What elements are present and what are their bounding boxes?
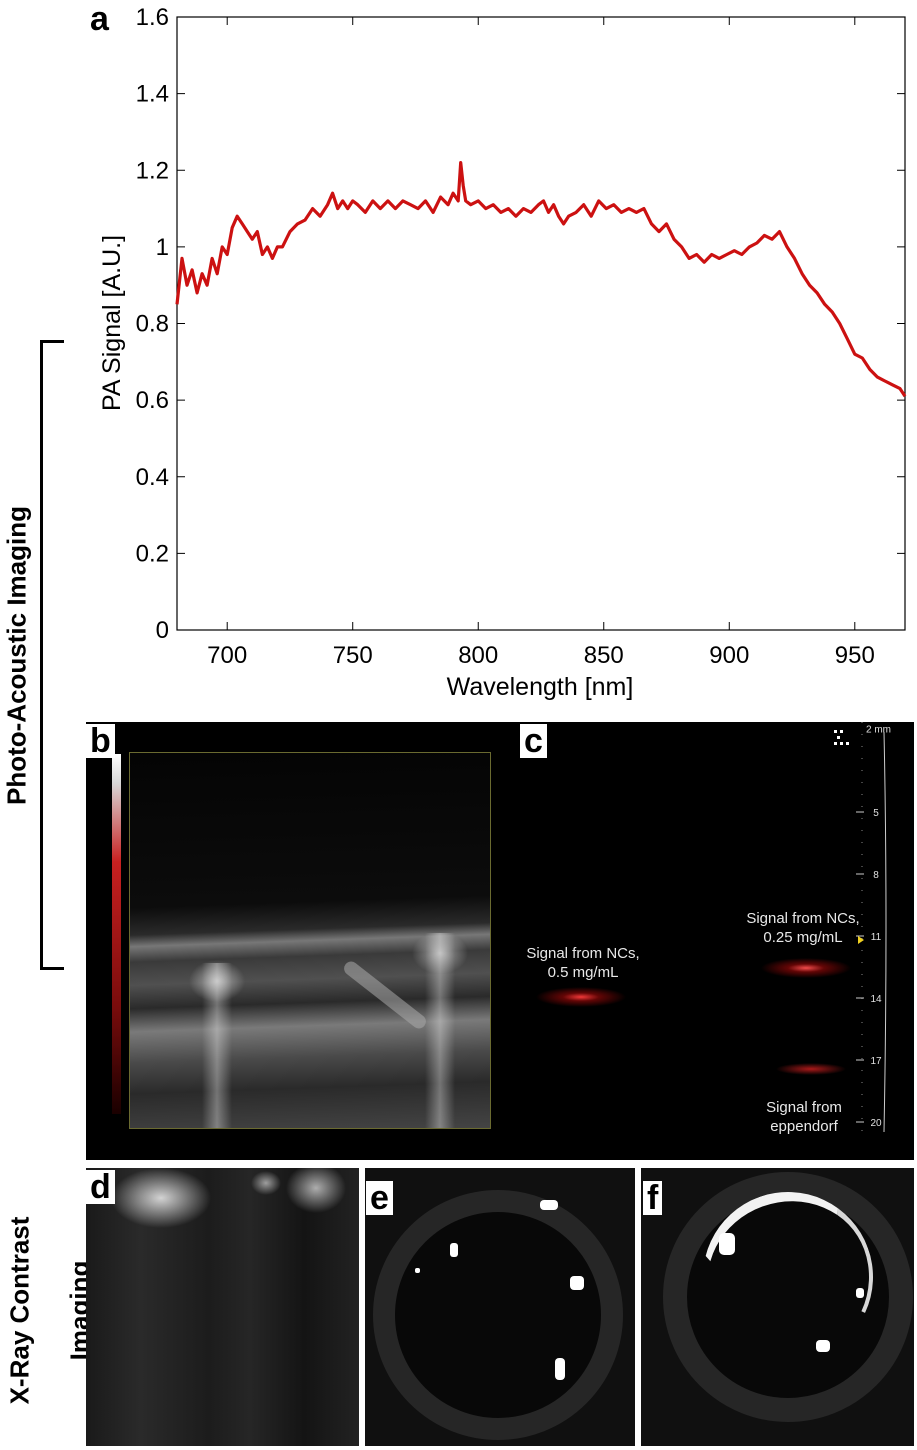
label-eppendorf-line2: eppendorf bbox=[770, 1118, 838, 1135]
y-tick-label: 0.2 bbox=[136, 540, 169, 567]
ct-bright-spot-f1 bbox=[719, 1233, 735, 1255]
label-signal-025-line1: Signal from NCs, bbox=[746, 910, 860, 927]
photoacoustic-bracket bbox=[40, 340, 64, 970]
label-signal-025-line2: 0.25 mg/mL bbox=[763, 929, 843, 946]
panel-label-e: e bbox=[366, 1181, 393, 1215]
label-signal-05-line1: Signal from NCs, bbox=[526, 945, 640, 962]
label-eppendorf: Signal from eppendorf bbox=[744, 1098, 864, 1136]
y-axis-label: PA Signal [A.U.] bbox=[98, 235, 126, 411]
x-tick-label: 950 bbox=[835, 642, 875, 669]
y-tick-label: 1 bbox=[156, 234, 169, 261]
ct-bright-spot-e1 bbox=[540, 1200, 558, 1210]
ct-bright-spot-e2 bbox=[450, 1243, 458, 1257]
y-tick-label: 0.8 bbox=[136, 311, 169, 338]
depth-tick-label: 20 bbox=[870, 1118, 882, 1129]
ct-bright-spot-e4 bbox=[555, 1358, 565, 1380]
panel-label-b: b bbox=[86, 724, 115, 758]
probe-grid-icon bbox=[834, 730, 849, 745]
x-tick-label: 850 bbox=[584, 642, 624, 669]
x-axis-label: Wavelength [nm] bbox=[447, 673, 634, 701]
label-eppendorf-line1: Signal from bbox=[766, 1099, 842, 1116]
label-signal-05: Signal from NCs, 0.5 mg/mL bbox=[508, 944, 658, 982]
chart-plot-area bbox=[176, 16, 906, 631]
xray-section-label-line1: X-Ray Contrast bbox=[4, 1216, 35, 1405]
ultrasound-frame bbox=[129, 752, 491, 1129]
pa-signal-blob-05 bbox=[496, 977, 646, 1017]
y-tick-label: 0.4 bbox=[136, 464, 169, 491]
panel-f-image bbox=[641, 1168, 914, 1446]
depth-unit-label: 2 mm bbox=[866, 724, 891, 735]
panel-label-f: f bbox=[643, 1181, 663, 1215]
x-tick-label: 700 bbox=[207, 642, 247, 669]
pa-signal-eppendorf bbox=[776, 1060, 846, 1078]
depth-tick-label: 14 bbox=[870, 994, 882, 1005]
panel-c-image: Signal from NCs, 0.5 mg/mL Signal from N… bbox=[496, 722, 914, 1160]
label-signal-025: Signal from NCs, 0.25 mg/mL bbox=[728, 909, 878, 947]
depth-tick-label: 5 bbox=[873, 808, 879, 819]
y-tick-label: 0 bbox=[156, 617, 169, 644]
ct-bright-spot-e3 bbox=[570, 1276, 584, 1290]
panel-label-a: a bbox=[86, 2, 113, 36]
y-axis-ticks: 0 0.2 0.4 0.6 0.8 1 1.2 1.4 1.6 bbox=[136, 4, 905, 644]
panel-d-image bbox=[86, 1168, 359, 1446]
x-tick-label: 900 bbox=[709, 642, 749, 669]
depth-tick-label: 11 bbox=[871, 932, 882, 943]
eppendorf-tube-streak bbox=[341, 958, 429, 1032]
pa-signal-series-line bbox=[175, 161, 907, 398]
photoacoustic-section-label: Photo-Acoustic Imaging bbox=[1, 506, 32, 805]
ct-bright-spot-f3 bbox=[856, 1288, 864, 1298]
y-tick-label: 0.6 bbox=[136, 387, 169, 414]
ct-ring-e bbox=[373, 1190, 623, 1440]
panel-label-d: d bbox=[86, 1170, 115, 1204]
panel-b-image bbox=[86, 722, 496, 1160]
depth-tick-label: 17 bbox=[870, 1056, 882, 1067]
x-tick-label: 800 bbox=[458, 642, 498, 669]
y-tick-label: 1.2 bbox=[136, 157, 169, 184]
ct-bright-spot-f2 bbox=[816, 1340, 830, 1352]
pa-spectrum-chart: 0 0.2 0.4 0.6 0.8 1 1.2 1.4 1.6 700 750 800 850 900 9… bbox=[98, 4, 907, 701]
pa-signal-blob-025 bbox=[731, 950, 881, 990]
echo-column-right bbox=[425, 933, 455, 1128]
x-tick-label: 750 bbox=[333, 642, 373, 669]
label-signal-05-line2: 0.5 mg/mL bbox=[547, 964, 619, 981]
colorbar bbox=[112, 754, 121, 1114]
depth-ruler: 2 mm 5 8 11 14 17 20 bbox=[834, 722, 891, 1133]
panel-e-image bbox=[365, 1168, 635, 1446]
panel-label-c: c bbox=[520, 724, 547, 758]
depth-tick-label: 8 bbox=[873, 870, 879, 881]
ct-bright-spot-e5 bbox=[415, 1268, 420, 1273]
y-tick-label: 1.4 bbox=[136, 81, 169, 108]
depth-marker-icon bbox=[858, 936, 864, 944]
x-axis-ticks: 700 750 800 850 900 950 bbox=[207, 17, 875, 669]
echo-column-left bbox=[202, 963, 232, 1128]
y-tick-label: 1.6 bbox=[136, 4, 169, 31]
